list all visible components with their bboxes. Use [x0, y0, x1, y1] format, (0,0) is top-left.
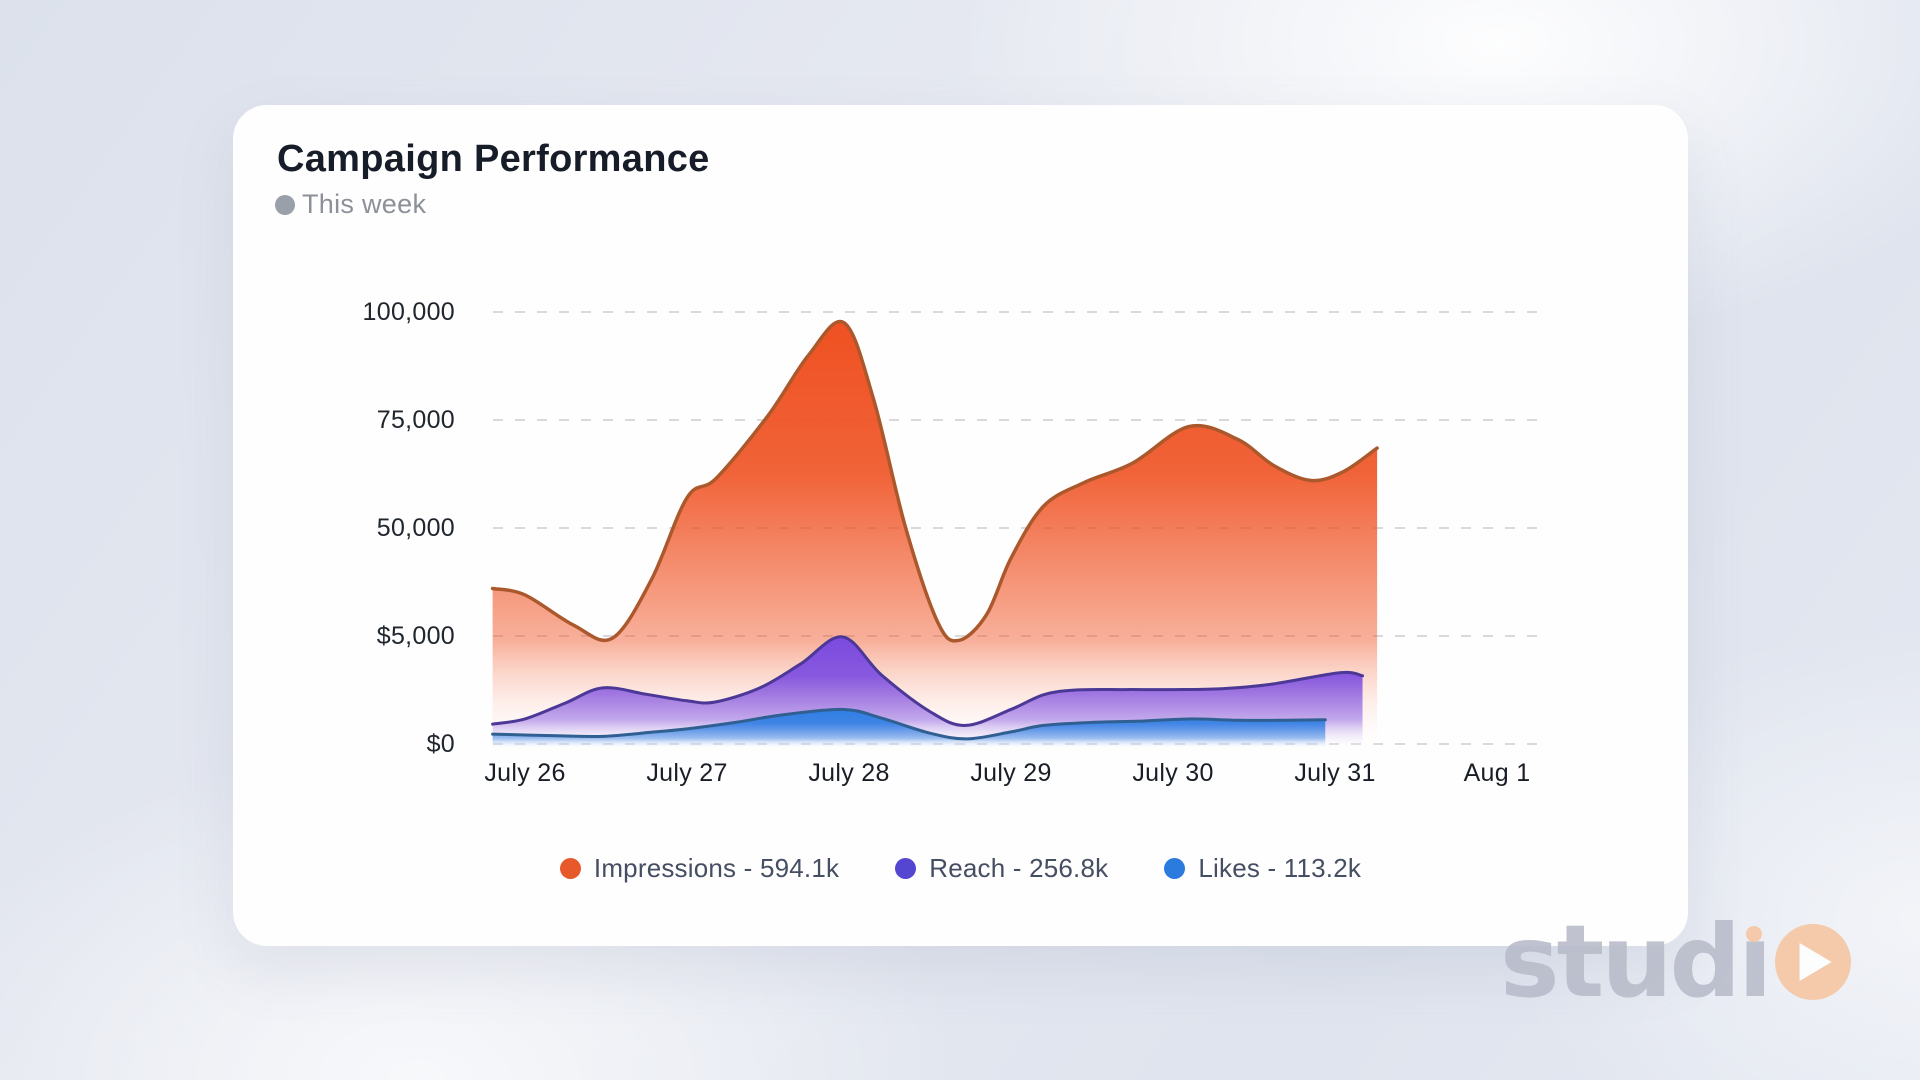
page-title: Campaign Performance — [277, 138, 710, 180]
legend-dot-icon — [559, 858, 581, 879]
y-tick-label: $0 — [426, 730, 455, 758]
x-axis-labels: July 26 July 27 July 28 July 29 July 30 July … — [233, 105, 1688, 946]
y-tick-label: 100,000 — [362, 298, 455, 326]
watermark-i: ı — [1738, 903, 1772, 1020]
line-likes — [491, 707, 1327, 741]
x-tick-label: July 28 — [808, 759, 890, 787]
area-likes — [492, 709, 1326, 748]
period-dot-icon — [275, 194, 295, 215]
play-button-icon — [1775, 924, 1852, 1000]
line-reach — [491, 635, 1365, 727]
legend-dot-icon — [895, 858, 917, 879]
period-selector: This week — [275, 189, 426, 220]
x-tick-label: July 30 — [1132, 759, 1214, 787]
y-axis-labels: 100,000 75,000 50,000 $5,000 $0 — [233, 105, 455, 946]
area-impressions — [492, 321, 1378, 748]
x-tick-label: July 29 — [970, 759, 1052, 787]
watermark-text-main: stud — [1500, 903, 1741, 1020]
x-tick-label: July 26 — [484, 759, 566, 787]
campaign-performance-card: Campaign Performance This week 100,000 75… — [233, 105, 1688, 946]
x-tick-label: July 31 — [1294, 759, 1376, 787]
y-tick-label: 75,000 — [376, 406, 455, 434]
legend-label: Likes - 113.2k — [1198, 853, 1362, 883]
studio-watermark: studı — [1500, 903, 1852, 1020]
x-tick-label: Aug 1 — [1463, 759, 1531, 787]
y-tick-label: 50,000 — [376, 514, 455, 542]
legend-dot-icon — [1164, 858, 1186, 879]
chart-svg — [490, 311, 1547, 748]
legend-item-likes: Likes - 113.2k — [1164, 853, 1361, 884]
y-tick-label: $5,000 — [376, 622, 455, 650]
watermark-text: studı — [1500, 903, 1772, 1020]
legend-label: Impressions - 594.1k — [593, 853, 840, 883]
x-tick-label: July 27 — [646, 759, 728, 787]
legend-item-impressions: Impressions - 594.1k — [559, 853, 840, 884]
legend-item-reach: Reach - 256.8k — [895, 853, 1108, 884]
legend-label: Reach - 256.8k — [929, 853, 1109, 883]
chart-legend: Impressions - 594.1k Reach - 256.8k Likes … — [233, 853, 1688, 884]
line-impressions — [490, 319, 1379, 643]
period-label: This week — [302, 189, 427, 219]
